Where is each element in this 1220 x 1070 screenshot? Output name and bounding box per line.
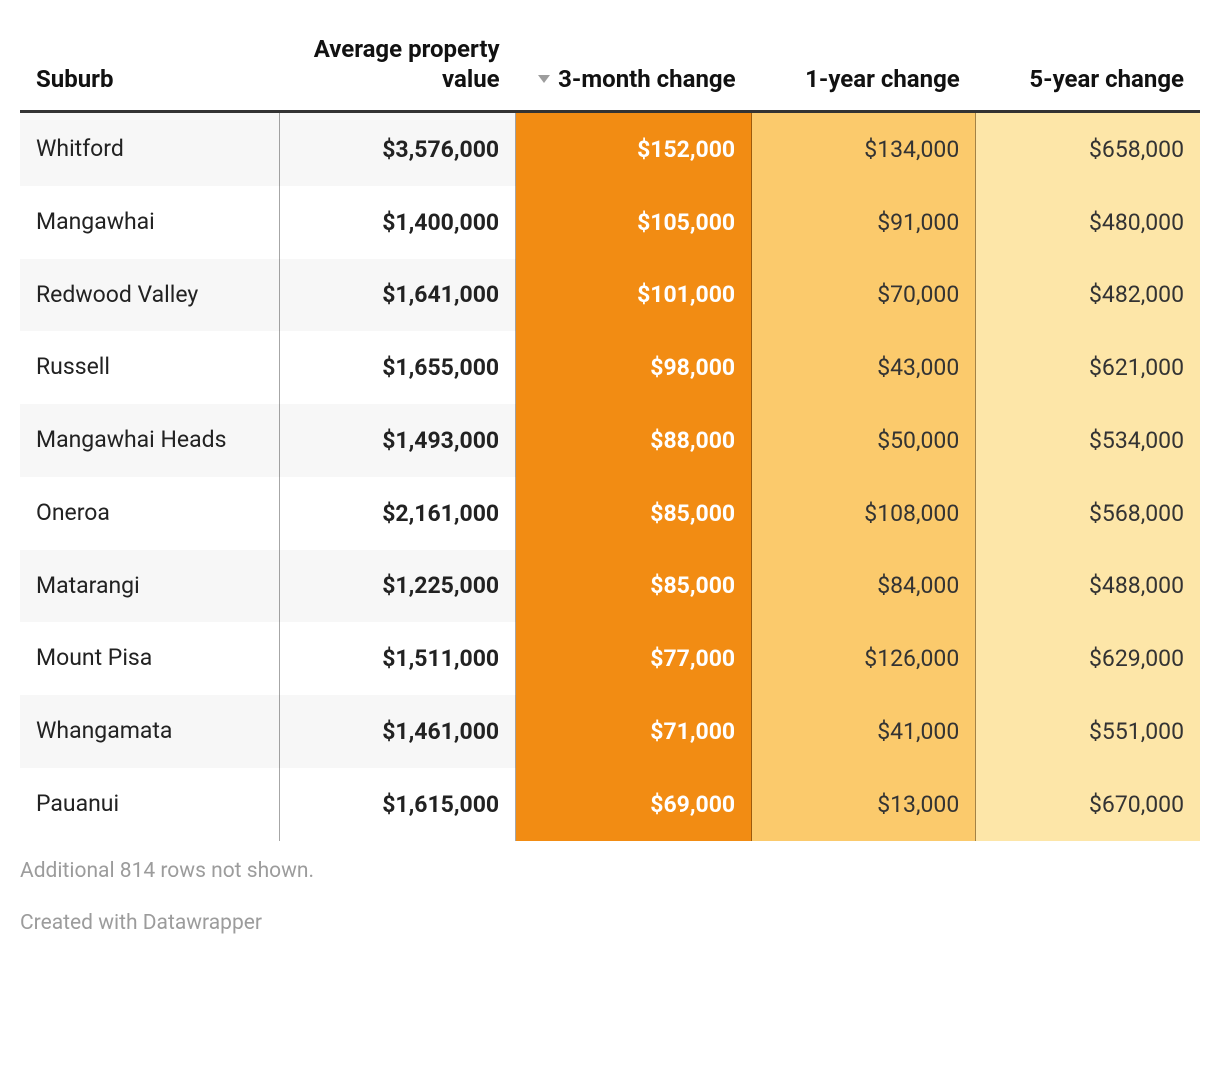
table-row: Redwood Valley$1,641,000$101,000$70,000$…	[20, 259, 1200, 332]
cell-5year: $488,000	[976, 550, 1200, 623]
header-5year[interactable]: 5-year change	[976, 20, 1200, 112]
table-row: Pauanui$1,615,000$69,000$13,000$670,000	[20, 768, 1200, 841]
cell-5year: $658,000	[976, 112, 1200, 186]
table-row: Oneroa$2,161,000$85,000$108,000$568,000	[20, 477, 1200, 550]
cell-suburb: Oneroa	[20, 477, 280, 550]
cell-1year: $108,000	[752, 477, 976, 550]
header-3month[interactable]: 3-month change	[516, 20, 752, 112]
cell-1year: $84,000	[752, 550, 976, 623]
table-row: Mangawhai$1,400,000$105,000$91,000$480,0…	[20, 186, 1200, 259]
cell-3month: $152,000	[516, 112, 752, 186]
cell-suburb: Russell	[20, 331, 280, 404]
table-row: Russell$1,655,000$98,000$43,000$621,000	[20, 331, 1200, 404]
table-row: Whitford$3,576,000$152,000$134,000$658,0…	[20, 112, 1200, 186]
cell-1year: $13,000	[752, 768, 976, 841]
cell-suburb: Pauanui	[20, 768, 280, 841]
cell-5year: $621,000	[976, 331, 1200, 404]
table-row: Whangamata$1,461,000$71,000$41,000$551,0…	[20, 695, 1200, 768]
header-1year[interactable]: 1-year change	[752, 20, 976, 112]
header-suburb[interactable]: Suburb	[20, 20, 280, 112]
cell-value: $1,655,000	[280, 331, 516, 404]
cell-5year: $534,000	[976, 404, 1200, 477]
cell-suburb: Mount Pisa	[20, 622, 280, 695]
cell-1year: $43,000	[752, 331, 976, 404]
table-row: Mangawhai Heads$1,493,000$88,000$50,000$…	[20, 404, 1200, 477]
cell-value: $1,461,000	[280, 695, 516, 768]
cell-3month: $69,000	[516, 768, 752, 841]
truncation-note: Additional 814 rows not shown.	[20, 841, 1200, 883]
cell-1year: $41,000	[752, 695, 976, 768]
cell-1year: $134,000	[752, 112, 976, 186]
cell-suburb: Matarangi	[20, 550, 280, 623]
cell-5year: $670,000	[976, 768, 1200, 841]
cell-3month: $77,000	[516, 622, 752, 695]
header-3month-label: 3-month change	[558, 65, 735, 93]
cell-suburb: Whangamata	[20, 695, 280, 768]
cell-5year: $482,000	[976, 259, 1200, 332]
table-body: Whitford$3,576,000$152,000$134,000$658,0…	[20, 112, 1200, 841]
property-value-table: Suburb Average property value 3-month ch…	[20, 20, 1200, 841]
cell-value: $1,615,000	[280, 768, 516, 841]
cell-3month: $105,000	[516, 186, 752, 259]
cell-value: $2,161,000	[280, 477, 516, 550]
header-value[interactable]: Average property value	[280, 20, 516, 112]
cell-3month: $88,000	[516, 404, 752, 477]
cell-1year: $126,000	[752, 622, 976, 695]
sort-desc-icon	[538, 75, 550, 83]
credit-line: Created with Datawrapper	[20, 883, 1200, 935]
cell-value: $1,493,000	[280, 404, 516, 477]
cell-3month: $71,000	[516, 695, 752, 768]
cell-value: $1,511,000	[280, 622, 516, 695]
cell-3month: $85,000	[516, 550, 752, 623]
cell-value: $1,225,000	[280, 550, 516, 623]
cell-1year: $70,000	[752, 259, 976, 332]
cell-suburb: Redwood Valley	[20, 259, 280, 332]
cell-suburb: Mangawhai Heads	[20, 404, 280, 477]
cell-3month: $98,000	[516, 331, 752, 404]
cell-5year: $551,000	[976, 695, 1200, 768]
cell-value: $1,400,000	[280, 186, 516, 259]
table-header-row: Suburb Average property value 3-month ch…	[20, 20, 1200, 112]
cell-1year: $50,000	[752, 404, 976, 477]
cell-suburb: Whitford	[20, 112, 280, 186]
cell-3month: $85,000	[516, 477, 752, 550]
cell-value: $1,641,000	[280, 259, 516, 332]
cell-5year: $568,000	[976, 477, 1200, 550]
cell-5year: $629,000	[976, 622, 1200, 695]
table-row: Mount Pisa$1,511,000$77,000$126,000$629,…	[20, 622, 1200, 695]
cell-5year: $480,000	[976, 186, 1200, 259]
cell-3month: $101,000	[516, 259, 752, 332]
cell-suburb: Mangawhai	[20, 186, 280, 259]
table-row: Matarangi$1,225,000$85,000$84,000$488,00…	[20, 550, 1200, 623]
cell-1year: $91,000	[752, 186, 976, 259]
cell-value: $3,576,000	[280, 112, 516, 186]
